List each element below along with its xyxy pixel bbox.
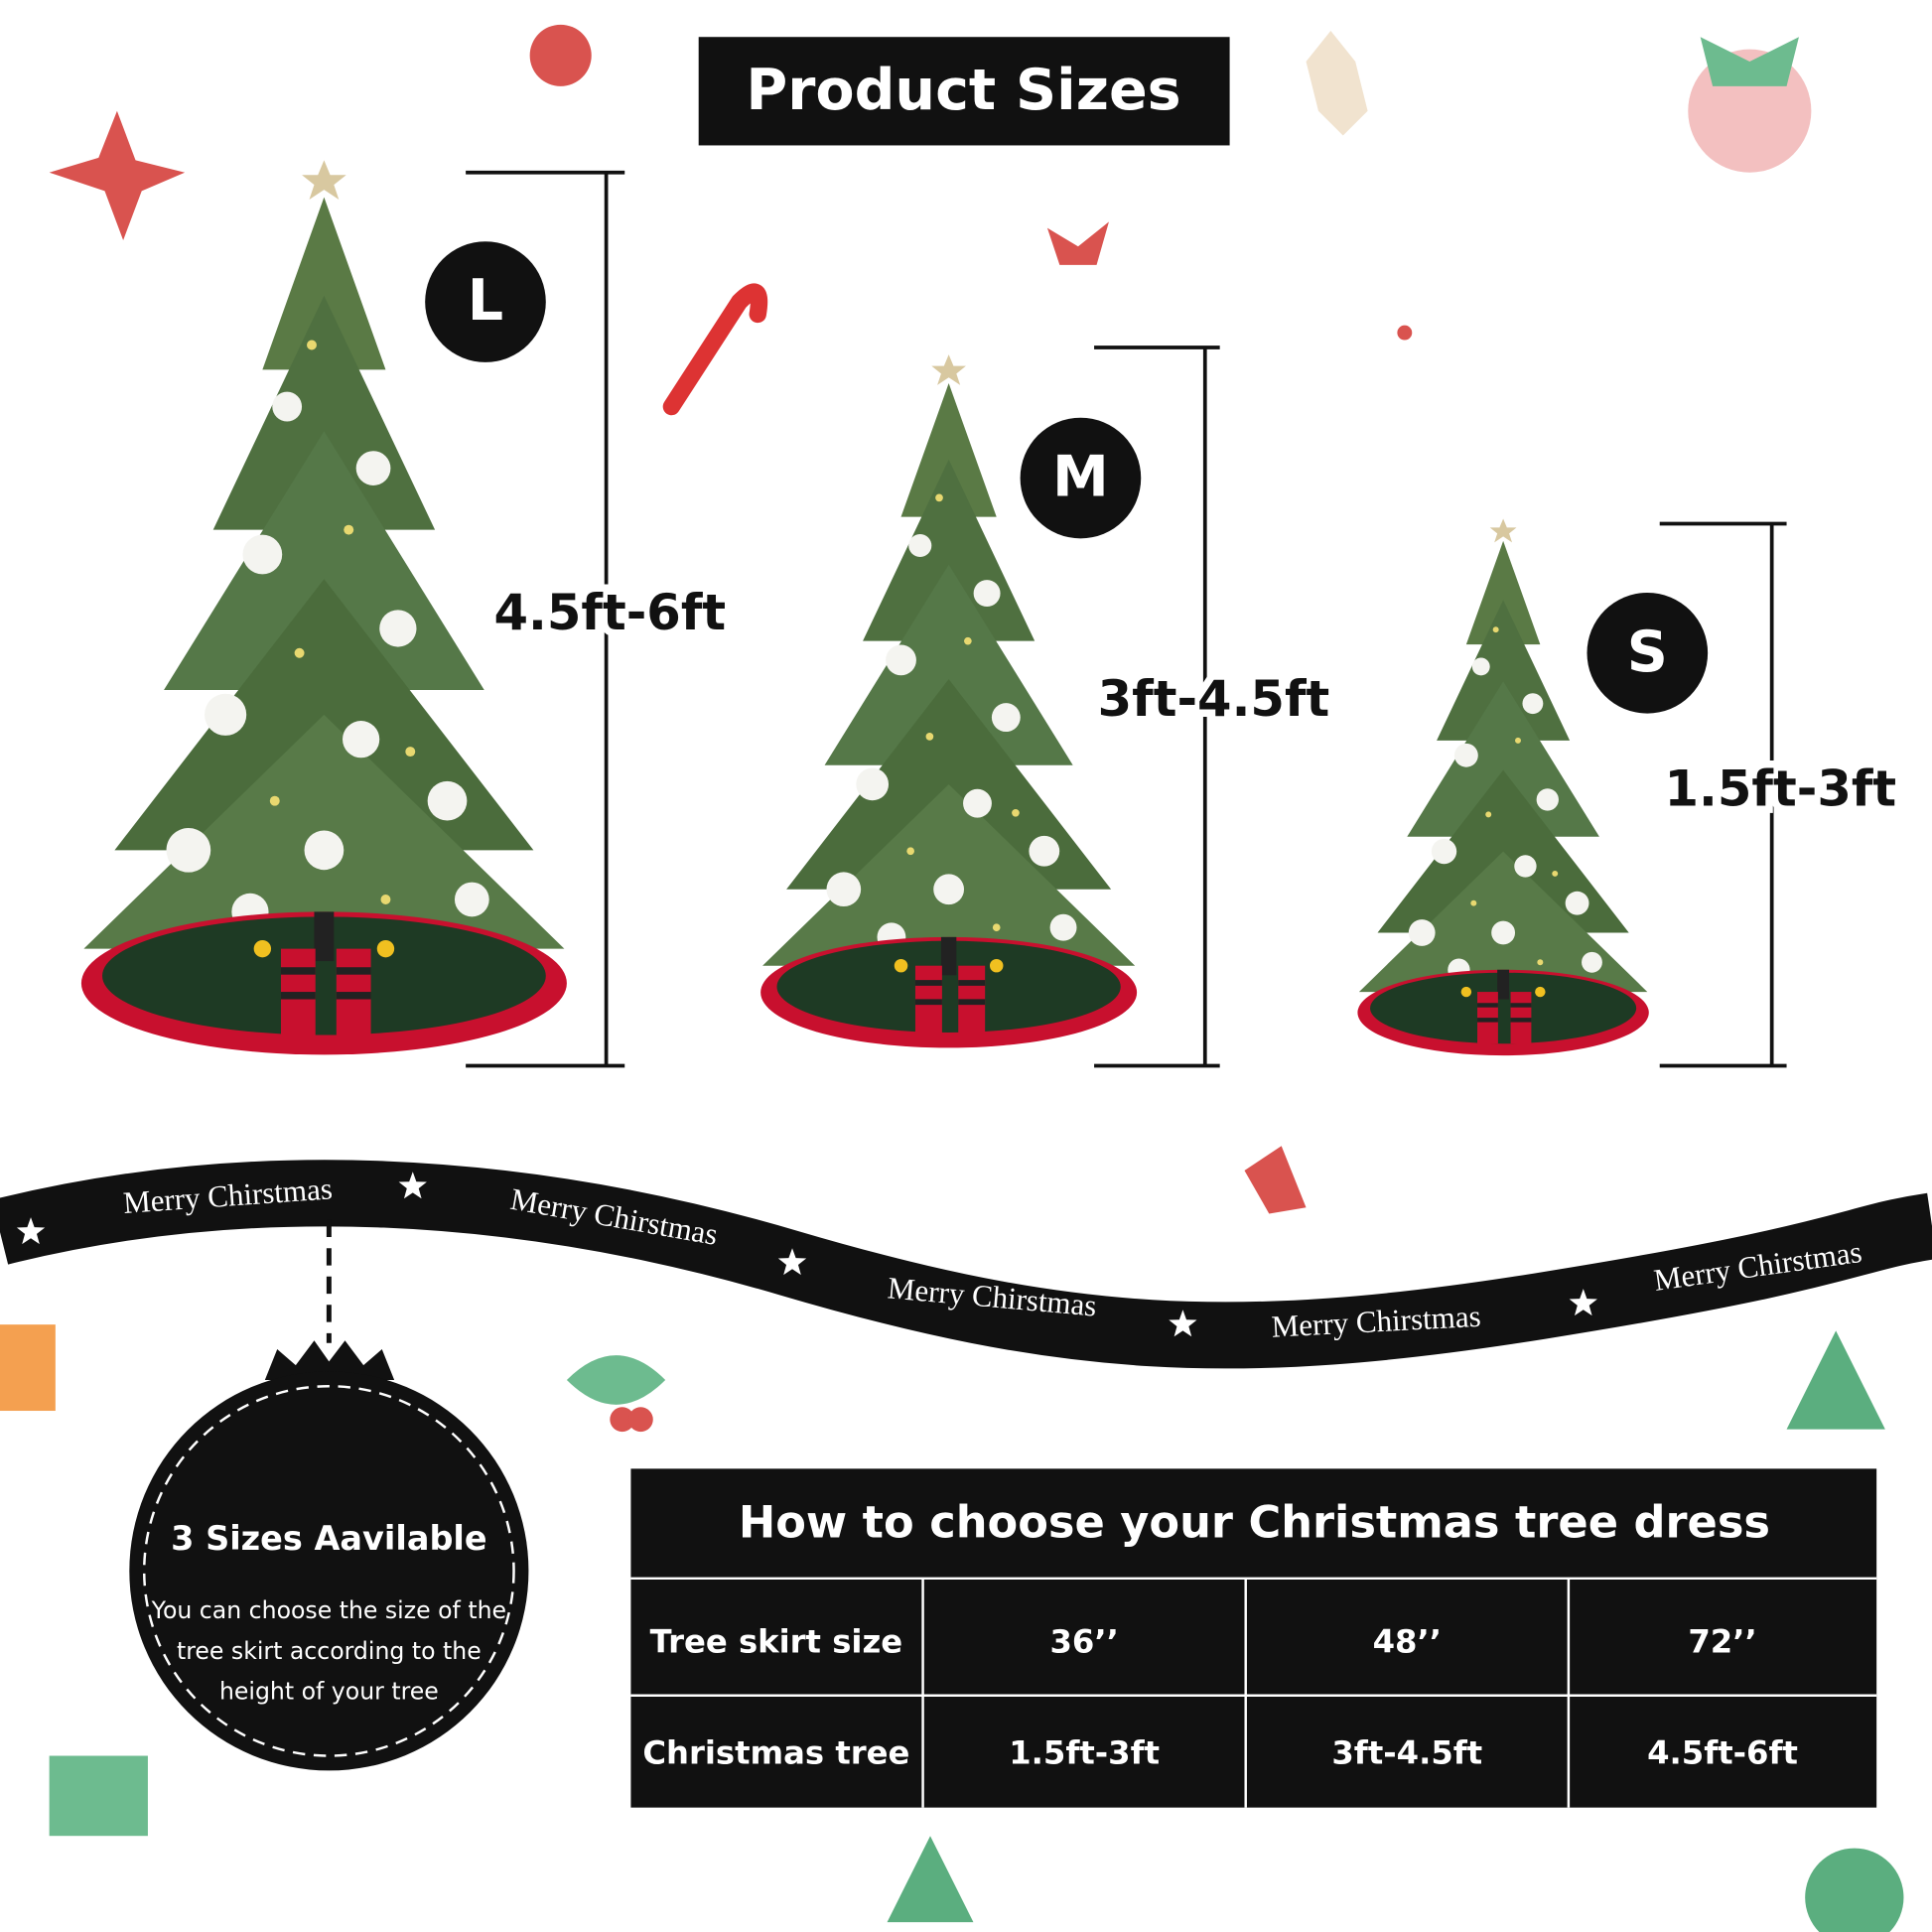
ribbon-star (1569, 1289, 1597, 1316)
row-header: Christmas tree (642, 1733, 909, 1771)
size-badge-label: L (468, 268, 503, 334)
size-group: L 4.5ft-6ft M 3ft-4.5ft S 1.5ft-3ft (425, 170, 1904, 1068)
table-cell: 4.5ft-6ft (1647, 1733, 1798, 1771)
ornament-cap (264, 1340, 395, 1380)
title: Product Sizes (746, 58, 1180, 123)
ornament-line: height of your tree (219, 1678, 439, 1706)
ribbon-star (777, 1248, 807, 1276)
ribbon (0, 1160, 1932, 1369)
ornament-text: You can choose the size of the tree skirt… (151, 1596, 506, 1706)
size-badge (1020, 417, 1142, 539)
decorations (0, 24, 1904, 1932)
height-label: 4.5ft-6ft (493, 584, 726, 641)
size-badge (425, 241, 546, 362)
ornament-line: You can choose the size of the (151, 1596, 506, 1624)
ornament-title: 3 Sizes Aavilable (171, 1519, 487, 1558)
ribbon-star (16, 1217, 46, 1245)
row-header: Tree skirt size (650, 1623, 902, 1661)
tree-small (1357, 518, 1649, 1056)
ornament-dash (142, 1384, 515, 1757)
ornament-line: tree skirt according to the (177, 1637, 482, 1665)
table-cell: 36’’ (1049, 1623, 1118, 1661)
table-lines (630, 1577, 1877, 1808)
table-cell: 72’’ (1688, 1623, 1756, 1661)
size-badge-label: M (1052, 445, 1109, 510)
title-box (698, 37, 1230, 146)
table-cell: 1.5ft-3ft (1009, 1733, 1160, 1771)
table-cells: Tree skirt size 36’’ 48’’ 72’’ Christmas tre… (642, 1623, 1798, 1772)
height-label: 1.5ft-3ft (1665, 760, 1897, 818)
ribbon-star (1169, 1310, 1197, 1337)
size-badge-label: S (1627, 620, 1668, 685)
table (630, 1468, 1877, 1808)
height-label: 3ft-4.5ft (1098, 670, 1330, 728)
table-cell: 48’’ (1373, 1623, 1442, 1661)
table-cell: 3ft-4.5ft (1331, 1733, 1482, 1771)
size-badge (1587, 592, 1709, 714)
table-title: How to choose your Christmas tree dress (739, 1496, 1770, 1548)
ornament (129, 1371, 529, 1771)
ribbon-star (398, 1172, 427, 1199)
